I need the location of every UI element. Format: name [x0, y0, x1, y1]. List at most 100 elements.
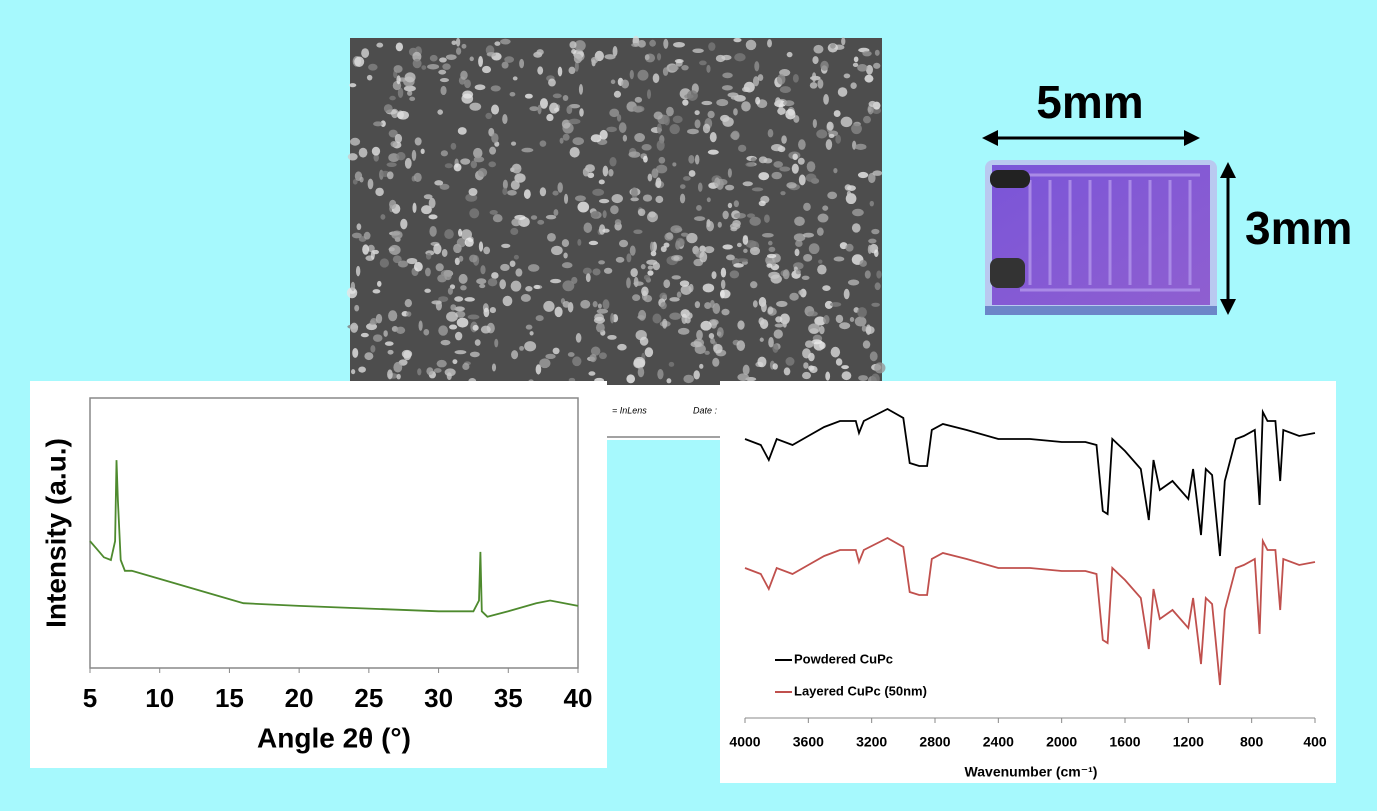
sem-grain: [462, 362, 470, 371]
sem-grain: [574, 40, 586, 52]
sem-grain: [782, 269, 790, 280]
sem-grain: [708, 319, 719, 326]
sem-grain: [764, 214, 770, 223]
sem-grain: [806, 161, 816, 173]
sem-grain: [551, 245, 563, 256]
sem-grain: [679, 193, 686, 204]
sem-grain: [696, 329, 703, 341]
sem-grain: [598, 260, 605, 265]
sem-grain: [840, 116, 853, 128]
sem-grain: [673, 256, 680, 261]
sem-grain: [749, 216, 761, 226]
sem-grain: [776, 74, 786, 85]
sem-grain: [794, 216, 805, 226]
sem-grain: [736, 258, 749, 263]
sem-grain: [502, 113, 508, 125]
sem-grain: [424, 288, 431, 293]
device-chip: [992, 165, 1210, 305]
sem-grain: [478, 241, 484, 252]
device-clip: [990, 170, 1030, 188]
sem-grain: [369, 320, 375, 325]
sem-grain: [590, 346, 601, 356]
sem-grain: [644, 347, 654, 358]
sem-grain: [795, 240, 803, 247]
sem-grain: [539, 140, 547, 147]
sem-grain: [830, 43, 836, 49]
sem-grain: [561, 239, 570, 247]
sem-grain: [714, 177, 721, 188]
sem-grain: [662, 67, 669, 76]
sem-grain: [712, 303, 721, 314]
sem-grain: [655, 195, 664, 204]
sem-grain: [825, 371, 831, 381]
sem-grain: [435, 300, 442, 311]
sem-grain: [467, 314, 480, 320]
sem-grain: [701, 100, 713, 106]
sem-grain: [578, 84, 584, 95]
sem-grain: [598, 179, 605, 185]
xrd-frame: [89, 397, 579, 669]
sem-grain: [597, 303, 602, 309]
sem-grain: [871, 302, 880, 307]
sem-grain: [626, 253, 632, 263]
sem-grain: [384, 341, 394, 346]
sem-grain: [561, 119, 571, 129]
sem-grain: [651, 168, 659, 179]
sem-grain: [509, 260, 516, 268]
x-tick-label: 800: [1240, 734, 1264, 750]
sem-grain: [767, 306, 774, 315]
sem-texture: [346, 35, 886, 387]
sem-grain: [864, 270, 871, 279]
sem-grain: [643, 294, 653, 303]
sem-grain: [694, 154, 700, 165]
sem-grain: [823, 94, 829, 105]
sem-grain: [536, 49, 544, 56]
sem-grain: [844, 184, 852, 191]
sem-grain: [841, 37, 846, 46]
sem-grain: [802, 348, 811, 359]
sem-grain: [775, 316, 783, 323]
sem-grain: [577, 239, 582, 246]
sem-grain: [843, 288, 850, 300]
sem-grain: [389, 95, 396, 101]
sem-grain: [469, 102, 482, 111]
sem-grain: [489, 306, 496, 314]
sem-grain: [822, 205, 829, 211]
sem-grain: [694, 119, 701, 129]
sem-grain: [704, 246, 715, 254]
sem-grain: [809, 365, 818, 374]
sem-grain: [811, 72, 817, 83]
sem-grain: [660, 301, 667, 310]
sem-grain: [529, 331, 534, 336]
sem-grain: [798, 174, 806, 186]
sem-grain: [706, 197, 711, 203]
sem-grain: [637, 39, 646, 48]
sem-grain: [749, 246, 761, 256]
sem-grain: [395, 42, 404, 52]
sem-grain: [618, 239, 629, 248]
sem-grain: [350, 281, 356, 292]
sem-grain: [400, 218, 408, 230]
sem-grain: [502, 179, 508, 190]
sem-grain: [469, 208, 480, 219]
sem-grain: [412, 202, 417, 214]
sem-grain: [742, 364, 750, 376]
sem-grain: [874, 249, 879, 258]
sem-grain: [710, 337, 716, 345]
sem-grain: [656, 164, 668, 174]
sem-grain: [785, 108, 796, 120]
sem-grain: [356, 223, 362, 231]
sem-grain: [483, 307, 490, 318]
sem-grain: [680, 184, 686, 189]
sem-grain: [726, 254, 735, 261]
sem-grain: [588, 240, 599, 246]
sem-grain: [766, 253, 777, 259]
sem-grain: [481, 65, 492, 74]
sem-grain: [803, 362, 809, 369]
sem-grain: [602, 165, 609, 177]
sem-grain: [754, 61, 760, 72]
sem-grain: [559, 137, 564, 144]
sem-grain: [527, 264, 540, 272]
sem-grain: [450, 304, 457, 311]
sem-grain: [798, 290, 803, 295]
